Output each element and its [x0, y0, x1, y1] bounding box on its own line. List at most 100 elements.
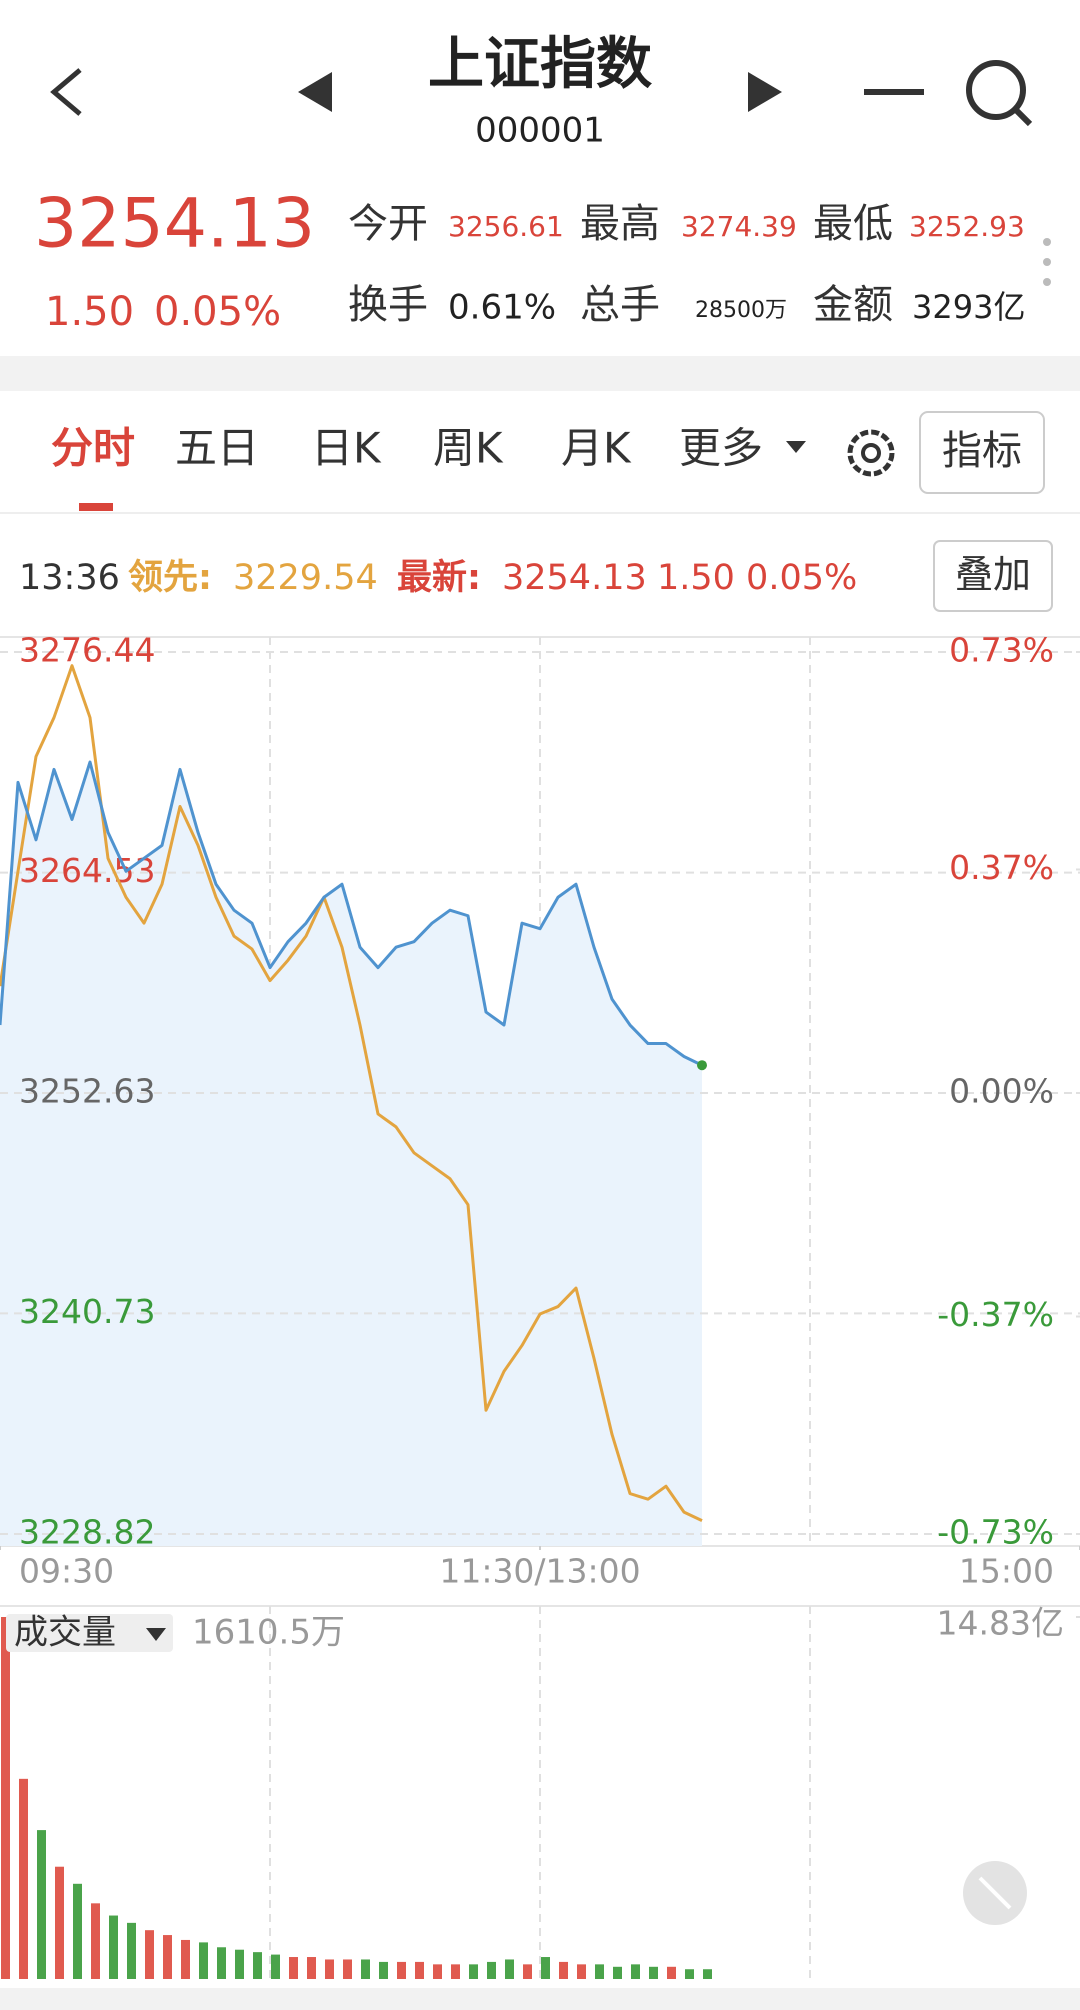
stat-value: 3274.39	[681, 210, 797, 243]
bottom-band	[0, 1988, 1080, 2010]
x-tick-label: 15:00	[959, 1552, 1054, 1591]
stat-value: 28500万	[695, 298, 787, 323]
volume-bar	[649, 1966, 658, 1979]
tab-underline	[79, 503, 113, 511]
volume-bar	[469, 1964, 478, 1979]
y-tick-label: 3276.44	[19, 631, 155, 670]
x-tick-label: 09:30	[19, 1552, 114, 1591]
y2-tick-label: 0.37%	[949, 848, 1054, 887]
tab[interactable]: 月K	[561, 424, 632, 473]
volume-bar	[127, 1922, 136, 1979]
volume-bar	[109, 1915, 118, 1979]
latest-label: 最新:	[397, 558, 481, 598]
volume-bar	[145, 1930, 154, 1979]
y-tick-label: 14.83亿	[937, 1604, 1064, 1643]
search-button[interactable]	[966, 60, 1033, 127]
next-button[interactable]	[748, 72, 782, 112]
volume-bar	[379, 1961, 388, 1979]
more-menu[interactable]	[1043, 238, 1051, 286]
lead-value: 3229.54	[233, 558, 378, 598]
area-fill	[0, 762, 702, 1546]
gear	[861, 443, 881, 463]
tab[interactable]: 分时	[51, 424, 135, 473]
back-button[interactable]	[50, 68, 82, 116]
volume-bar	[703, 1969, 712, 1979]
y-tick-label: 3228.82	[19, 1513, 155, 1552]
price-chart: 3276.44 3264.53 3252.63 3240.73 3228.82 0.73%…	[0, 631, 1080, 1591]
volume-bar	[181, 1939, 190, 1979]
volume-bar	[55, 1866, 64, 1979]
y-tick-label: 3240.73	[19, 1292, 155, 1331]
volume-chart: 14.83亿	[1, 1604, 1080, 1979]
search-icon	[966, 60, 1026, 120]
volume-bar	[217, 1947, 226, 1979]
y2-tick-label: -0.73%	[937, 1513, 1054, 1552]
latest-value: 3254.13	[502, 558, 647, 598]
expand-icon	[978, 1876, 1012, 1910]
dot	[1043, 278, 1051, 286]
tab[interactable]: 更多	[679, 424, 763, 473]
nav-title: 上证指数	[428, 32, 652, 97]
volume-bar	[199, 1942, 208, 1979]
tab[interactable]: 五日	[175, 424, 259, 473]
volume-bar	[685, 1969, 694, 1979]
y2-tick-label: 0.00%	[949, 1072, 1054, 1111]
volume-bar	[415, 1961, 424, 1979]
stat-value: 3293亿	[912, 288, 1025, 326]
volume-bar	[577, 1964, 586, 1979]
volume-current: 1610.5万	[192, 1613, 345, 1653]
y2-tick-label: -0.37%	[937, 1295, 1054, 1334]
stat-label: 换手	[348, 282, 428, 328]
overlay-button[interactable]	[933, 540, 1053, 612]
dropdown-arrow	[786, 441, 806, 453]
volume-bar	[1, 1617, 10, 1979]
volume-bar	[91, 1903, 100, 1979]
volume-bar	[631, 1964, 640, 1979]
dot	[1043, 238, 1051, 246]
x-tick-label: 11:30/13:00	[439, 1552, 640, 1591]
volume-bar	[505, 1959, 514, 1979]
prev-button[interactable]	[298, 72, 332, 112]
volume-bar	[253, 1952, 262, 1979]
volume-bar	[289, 1957, 298, 1979]
volume-bar	[433, 1964, 442, 1979]
volume-bar	[163, 1935, 172, 1979]
tab[interactable]: 周K	[433, 424, 504, 473]
volume-bar	[397, 1961, 406, 1979]
volume-bar	[487, 1961, 496, 1979]
volume-bar	[271, 1954, 280, 1979]
stat-value: 3252.93	[909, 210, 1025, 243]
last-point	[697, 1060, 707, 1071]
y-tick-label: 3264.53	[19, 851, 155, 890]
stat-value: 0.61%	[448, 288, 556, 328]
y-tick-label: 3252.63	[19, 1072, 155, 1111]
stat-label: 今开	[348, 201, 428, 247]
tab[interactable]: 日K	[311, 424, 382, 473]
volume-bar	[667, 1966, 676, 1979]
separator	[0, 356, 1080, 391]
volume-bar	[235, 1949, 244, 1979]
volume-title: 成交量	[14, 1613, 116, 1653]
gear	[847, 429, 895, 477]
series-line	[0, 664, 703, 1523]
volume-bar	[73, 1883, 82, 1979]
stat-value: 3256.61	[448, 210, 564, 243]
volume-bar	[325, 1959, 334, 1979]
info-time: 13:36	[19, 558, 120, 598]
volume-bar	[595, 1964, 604, 1979]
expand-button[interactable]	[963, 1861, 1027, 1925]
indicator-button[interactable]	[919, 411, 1045, 494]
indicator-label: 指标	[942, 428, 1022, 474]
volume-bar	[307, 1957, 316, 1979]
volume-bar	[523, 1964, 532, 1979]
volume-bar	[361, 1959, 370, 1979]
volume-dropdown[interactable]	[6, 1614, 173, 1652]
settings-button[interactable]	[847, 429, 895, 477]
volume-bar	[343, 1959, 352, 1979]
dropdown-arrow	[146, 1628, 166, 1641]
volume-bar	[541, 1957, 550, 1979]
stat-label: 最高	[580, 201, 660, 247]
change: 1.50	[45, 289, 134, 335]
